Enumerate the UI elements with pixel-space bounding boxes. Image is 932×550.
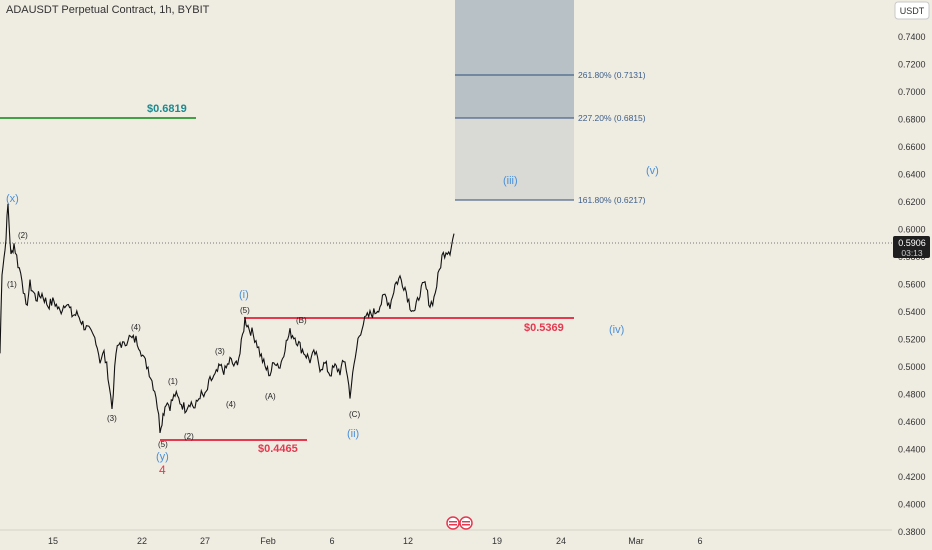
- y-tick-label: 0.7400: [898, 32, 926, 42]
- subwave-label-5-top: (5): [240, 306, 250, 315]
- us-flag-icon[interactable]: [446, 516, 460, 530]
- x-tick-label: 22: [137, 536, 147, 546]
- y-tick-label: 0.4000: [898, 500, 926, 510]
- flag-stripes-icon: [449, 521, 457, 523]
- subwave-label-4-mid: (4): [226, 400, 236, 409]
- wave-label-y: (y): [156, 451, 169, 463]
- currency-badge[interactable]: [894, 1, 930, 20]
- wave-label-iv: (iv): [609, 324, 624, 336]
- y-tick-label: 0.4200: [898, 472, 926, 482]
- y-tick-label: 0.4600: [898, 417, 926, 427]
- subwave-label-C: (C): [349, 410, 360, 419]
- price-axis[interactable]: USDT 0.7400 0.7200 0.7000 0.6800 0.6600 0.640…: [892, 0, 932, 550]
- fib-label-161: 161.80% (0.6217): [578, 195, 646, 205]
- flag-stripes-icon: [462, 524, 470, 526]
- y-tick-label: 0.6800: [898, 115, 926, 125]
- y-tick-label: 0.5600: [898, 280, 926, 290]
- current-price-badge: [893, 236, 930, 258]
- subwave-label-B: (B): [296, 316, 307, 325]
- price-series-line[interactable]: [0, 203, 455, 434]
- y-tick-label: 0.6600: [898, 142, 926, 152]
- us-flag-icon[interactable]: [459, 516, 473, 530]
- fib-label-227: 227.20% (0.6815): [578, 113, 646, 123]
- currency-label: USDT: [900, 6, 925, 16]
- wave-label-4: 4: [159, 463, 166, 477]
- green-level-label: $0.6819: [147, 103, 187, 115]
- y-tick-labels: 0.7400 0.7200 0.7000 0.6800 0.6600 0.6400 0.62…: [898, 32, 926, 537]
- subwave-label-3-mid: (3): [215, 347, 225, 356]
- wave-label-v: (v): [646, 165, 659, 177]
- subwave-label-2-top: (2): [18, 231, 28, 240]
- red-upper-level-label: $0.5369: [524, 322, 564, 334]
- subwave-label-5-bottom: (5): [158, 440, 168, 449]
- wave-label-x: (x): [6, 193, 19, 205]
- fib-box-lower: [455, 118, 574, 200]
- y-tick-label: 0.7200: [898, 60, 926, 70]
- current-price-countdown: 03:13: [901, 248, 923, 258]
- y-tick-label: 0.5200: [898, 335, 926, 345]
- red-lower-level-label: $0.4465: [258, 443, 298, 455]
- x-tick-label: 24: [556, 536, 566, 546]
- wave-label-ii: (ii): [347, 428, 359, 440]
- subwave-label-4-left: (4): [131, 323, 141, 332]
- x-tick-label: 12: [403, 536, 413, 546]
- x-tick-labels: 15 22 27 Feb 6 12 19 24 Mar 6: [48, 536, 703, 546]
- current-price-value: 0.5906: [898, 238, 926, 248]
- x-tick-label: 6: [697, 536, 702, 546]
- y-tick-label: 0.4800: [898, 390, 926, 400]
- y-tick-label: 0.6200: [898, 197, 926, 207]
- price-axis-background: [892, 0, 932, 550]
- y-tick-label: 0.7000: [898, 87, 926, 97]
- fib-label-261: 261.80% (0.7131): [578, 70, 646, 80]
- x-tick-label: Mar: [628, 536, 644, 546]
- fib-box-upper: [455, 0, 574, 118]
- y-tick-label: 0.5400: [898, 307, 926, 317]
- subwave-label-1-top: (1): [7, 280, 17, 289]
- subwave-label-3-left: (3): [107, 414, 117, 423]
- time-axis[interactable]: 15 22 27 Feb 6 12 19 24 Mar 6: [0, 529, 892, 546]
- y-tick-label: 0.5000: [898, 362, 926, 372]
- x-tick-label: 27: [200, 536, 210, 546]
- x-tick-label: Feb: [260, 536, 276, 546]
- x-tick-label: 15: [48, 536, 58, 546]
- plot-area[interactable]: [0, 0, 892, 530]
- y-tick-label: 0.6000: [898, 225, 926, 235]
- flag-stripes-icon: [449, 524, 457, 526]
- y-tick-label: 0.6400: [898, 170, 926, 180]
- x-tick-label: 6: [329, 536, 334, 546]
- chart-title: ADAUSDT Perpetual Contract, 1h, BYBIT: [6, 4, 210, 16]
- x-tick-label: 19: [492, 536, 502, 546]
- fib-extension-box: 261.80% (0.7131) 227.20% (0.6815) 161.80…: [455, 0, 646, 205]
- wave-label-iii: (iii): [503, 175, 518, 187]
- y-tick-label: 0.3800: [898, 527, 926, 537]
- flag-stripes-icon: [462, 521, 470, 523]
- y-tick-label: 0.4400: [898, 445, 926, 455]
- wave-label-i: (i): [239, 289, 249, 301]
- subwave-label-A: (A): [265, 392, 276, 401]
- economic-event-markers[interactable]: [446, 516, 473, 530]
- subwave-label-2-mid: (2): [184, 432, 194, 441]
- subwave-label-1-mid: (1): [168, 377, 178, 386]
